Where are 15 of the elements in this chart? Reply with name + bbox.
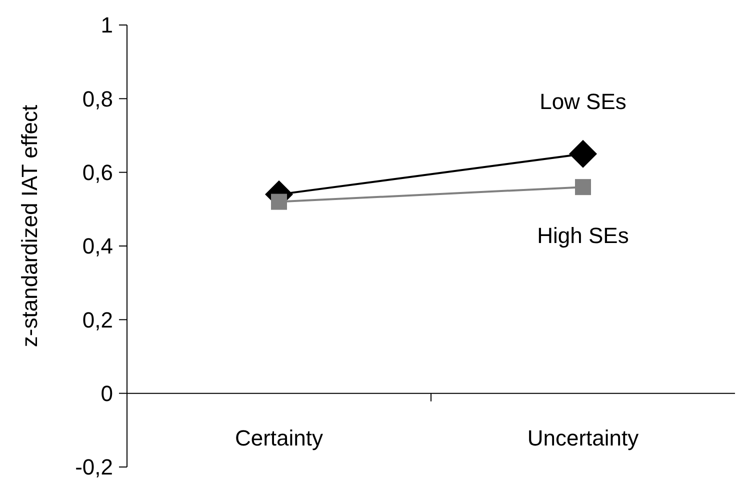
y-axis-title: z-standardized IAT effect — [17, 104, 42, 348]
y-tick-label: 0,2 — [82, 307, 113, 332]
x-tick-label: Certainty — [234, 425, 324, 450]
y-tick-label: 1 — [100, 12, 113, 38]
x-tick-label: Uncertainty — [527, 425, 639, 450]
y-tick-label: 0,8 — [82, 86, 113, 112]
y-tick-label: -0,2 — [75, 454, 113, 480]
series-label: Low SEs — [540, 88, 626, 114]
point — [271, 194, 287, 210]
y-tick-label: 0 — [100, 381, 113, 406]
y-tick-label: 0,6 — [82, 160, 113, 186]
point — [569, 140, 597, 168]
series-label: High SEs — [537, 223, 629, 248]
point — [575, 179, 591, 196]
y-tick-label: 0,4 — [82, 234, 113, 259]
